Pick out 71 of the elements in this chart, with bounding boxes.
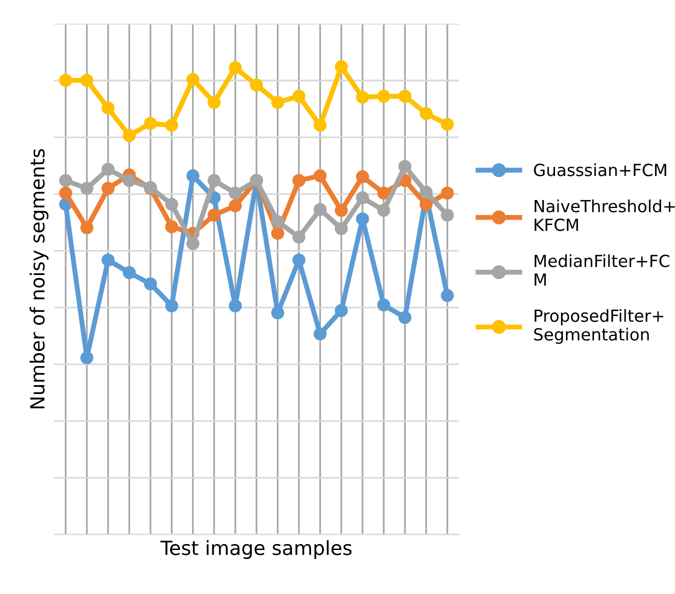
point [165, 198, 178, 211]
point [165, 220, 178, 234]
point [377, 204, 390, 217]
point [80, 221, 94, 234]
point [292, 253, 306, 267]
point [228, 61, 242, 74]
point [80, 74, 94, 87]
point [398, 90, 412, 103]
point [122, 174, 136, 187]
point [102, 162, 115, 176]
point [334, 60, 348, 74]
point [292, 90, 306, 103]
point [59, 174, 72, 187]
point [334, 204, 348, 217]
point [334, 304, 348, 318]
point [356, 191, 370, 204]
point [228, 299, 242, 312]
point [420, 186, 433, 199]
point [186, 237, 200, 250]
point [314, 202, 327, 216]
point [102, 101, 115, 114]
point [440, 208, 454, 222]
point [314, 327, 327, 340]
point [292, 174, 306, 187]
point [80, 182, 94, 195]
point [440, 289, 454, 302]
point [165, 118, 178, 132]
point [271, 306, 284, 320]
legend-label: ProposedFilter+Segmentation [534, 309, 664, 344]
point [186, 72, 200, 86]
point [144, 277, 157, 290]
point [398, 311, 412, 324]
point [440, 186, 454, 200]
point [80, 351, 94, 364]
point [334, 222, 348, 236]
point [440, 118, 454, 131]
point [208, 174, 221, 187]
point [250, 78, 264, 92]
point [377, 298, 390, 312]
point [271, 215, 284, 228]
point [102, 253, 115, 267]
point [377, 90, 390, 103]
y-axis-title: Number of noisy segments [30, 149, 48, 408]
point [208, 96, 221, 109]
point [122, 129, 136, 142]
point [228, 186, 242, 200]
point [314, 169, 327, 182]
point [420, 107, 433, 120]
point [59, 186, 72, 200]
point [292, 230, 306, 244]
point [398, 160, 412, 173]
point [377, 186, 390, 200]
point [356, 90, 370, 104]
point [356, 212, 370, 226]
legend-label: NaiveThreshold+KFCM [534, 200, 675, 232]
point [165, 299, 178, 312]
point [314, 118, 327, 132]
legend-label: MedianFilter+FCM [534, 254, 670, 286]
x-axis-title: Test image samples [160, 540, 352, 559]
legend-label: Guasssian+FCM [534, 163, 666, 176]
point [186, 169, 200, 182]
point [228, 199, 242, 212]
point [356, 170, 370, 184]
point [122, 266, 136, 280]
point [420, 198, 433, 211]
point [208, 208, 221, 222]
point [59, 74, 72, 87]
point [271, 96, 284, 109]
point [102, 182, 115, 195]
point [271, 226, 284, 240]
point [144, 116, 157, 130]
